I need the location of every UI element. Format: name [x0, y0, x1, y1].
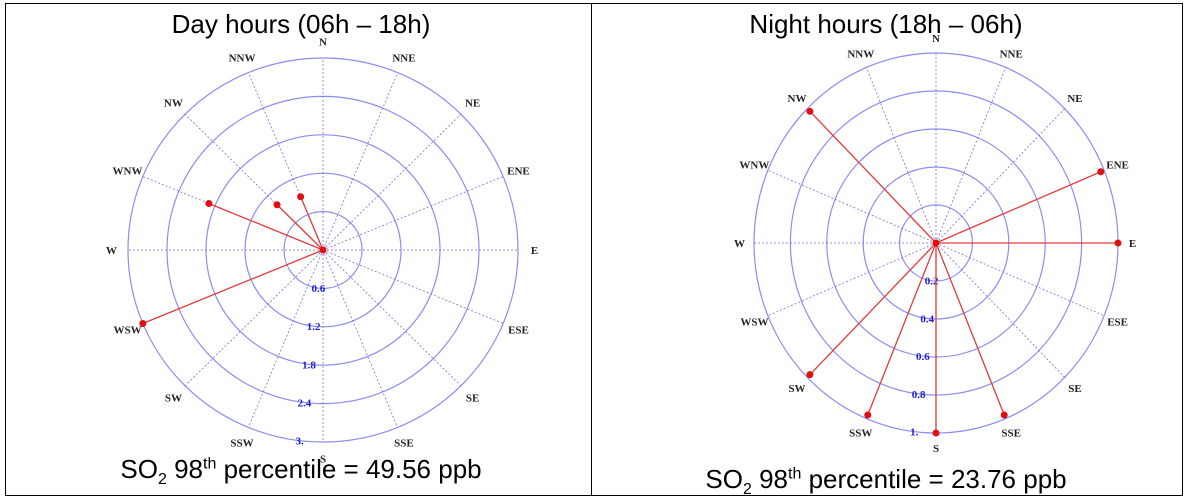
ring-value-label: 2.4: [297, 397, 311, 409]
spoke-line: [322, 176, 504, 251]
data-point-nw: [273, 201, 281, 209]
figure-table: Day hours (06h – 18h) Night hours (18h –…: [5, 3, 1183, 499]
data-point-ene: [1097, 168, 1105, 176]
spoke-line: [322, 249, 504, 324]
direction-label: WSW: [113, 325, 141, 337]
grid-ring: [283, 211, 363, 290]
direction-label: WNW: [739, 159, 769, 171]
direction-label: ESE: [1107, 317, 1128, 329]
direction-label: ENE: [1106, 159, 1129, 171]
data-point-sse: [1000, 411, 1008, 419]
direction-label: NNW: [847, 48, 874, 60]
direction-label: WNW: [113, 165, 143, 177]
spoke-line: [935, 108, 1065, 244]
direction-label: S: [933, 443, 939, 455]
direction-label: E: [531, 245, 538, 257]
data-point-sw: [806, 371, 814, 379]
direction-label: N: [319, 37, 327, 49]
direction-label: ESE: [508, 325, 529, 337]
direction-label: NE: [1067, 93, 1082, 105]
ring-value-label: 0.6: [916, 351, 930, 363]
data-point-e: [1114, 239, 1122, 247]
data-point-wnw: [205, 199, 213, 207]
spoke-line: [865, 67, 937, 244]
direction-label: NNE: [392, 53, 415, 65]
direction-label: ENE: [507, 165, 530, 177]
spoke-line: [935, 67, 1007, 244]
spoke-line: [322, 249, 462, 387]
spoke-line: [248, 249, 324, 428]
direction-label: SSE: [394, 437, 414, 449]
direction-label: SE: [466, 392, 479, 404]
day-polar-chart: N NNE NE ENE E ESE SE SSE S SSW SW WSW W WNW NW NNW 0.6 1…: [106, 37, 538, 466]
center-point: [319, 246, 327, 254]
data-line-ene: [935, 171, 1102, 244]
ring-value-label: 0.4: [920, 313, 934, 325]
spoke-line: [935, 242, 1105, 317]
direction-label: SSW: [230, 437, 253, 449]
day-percentile-caption: SO2 98th percentile = 49.56 ppb: [120, 454, 482, 489]
data-line-wnw: [208, 202, 324, 251]
data-line-sse: [935, 242, 1005, 416]
direction-label: NW: [788, 93, 807, 105]
data-point-wsw: [139, 319, 147, 327]
direction-label: WSW: [740, 317, 768, 329]
direction-label: SE: [1068, 383, 1081, 395]
ring-value-label: 0.8: [912, 389, 926, 401]
direction-label: NNE: [1000, 48, 1023, 60]
panel-divider: [591, 4, 592, 495]
night-percentile-caption: SO2 98th percentile = 23.76 ppb: [705, 464, 1067, 499]
data-line-nw: [809, 110, 937, 244]
direction-label: NE: [465, 98, 480, 110]
ring-value-label: 0.6: [311, 283, 325, 295]
ring-value-label: 1.8: [302, 359, 316, 371]
spoke-line: [935, 242, 1065, 378]
direction-label: NW: [164, 98, 183, 110]
ring-value-label: 1.2: [307, 321, 321, 333]
ring-value-label: 0.2: [925, 276, 939, 288]
night-polar-chart: N NNE NE ENE E ESE SE SSE S SSW SW WSW W WNW NW NNW 0.2 0…: [734, 33, 1136, 455]
night-panel-title: Night hours (18h – 06h): [749, 9, 1023, 39]
data-line-ssw: [867, 242, 937, 416]
data-point-ssw: [864, 411, 872, 419]
data-line-sw: [809, 242, 937, 376]
direction-label: SW: [165, 392, 182, 404]
ring-value-label: 1.: [910, 427, 919, 439]
direction-label: SSE: [1001, 428, 1021, 440]
spoke-line: [322, 113, 462, 251]
ring-value-label: 3.: [296, 436, 305, 448]
grid-ring: [127, 57, 519, 443]
spoke-line: [322, 72, 398, 251]
direction-label: W: [106, 245, 117, 257]
spoke-line: [767, 169, 937, 244]
data-point-s: [932, 429, 940, 437]
direction-label: SW: [788, 383, 805, 395]
day-panel-title: Day hours (06h – 18h): [171, 9, 431, 39]
center-point: [932, 239, 940, 247]
data-point-nnw: [297, 193, 305, 201]
direction-label: S: [320, 453, 326, 465]
direction-label: NNW: [229, 53, 256, 65]
direction-label: W: [734, 238, 745, 250]
data-line-nw: [276, 204, 324, 251]
spoke-line: [322, 249, 398, 428]
direction-label: SSW: [849, 428, 872, 440]
spoke-line: [184, 249, 324, 387]
data-line-nnw: [300, 196, 324, 251]
direction-label: N: [932, 33, 940, 45]
spoke-line: [767, 242, 937, 317]
data-line-wsw: [142, 249, 324, 325]
direction-label: E: [1129, 238, 1136, 250]
data-point-nw: [806, 107, 814, 115]
